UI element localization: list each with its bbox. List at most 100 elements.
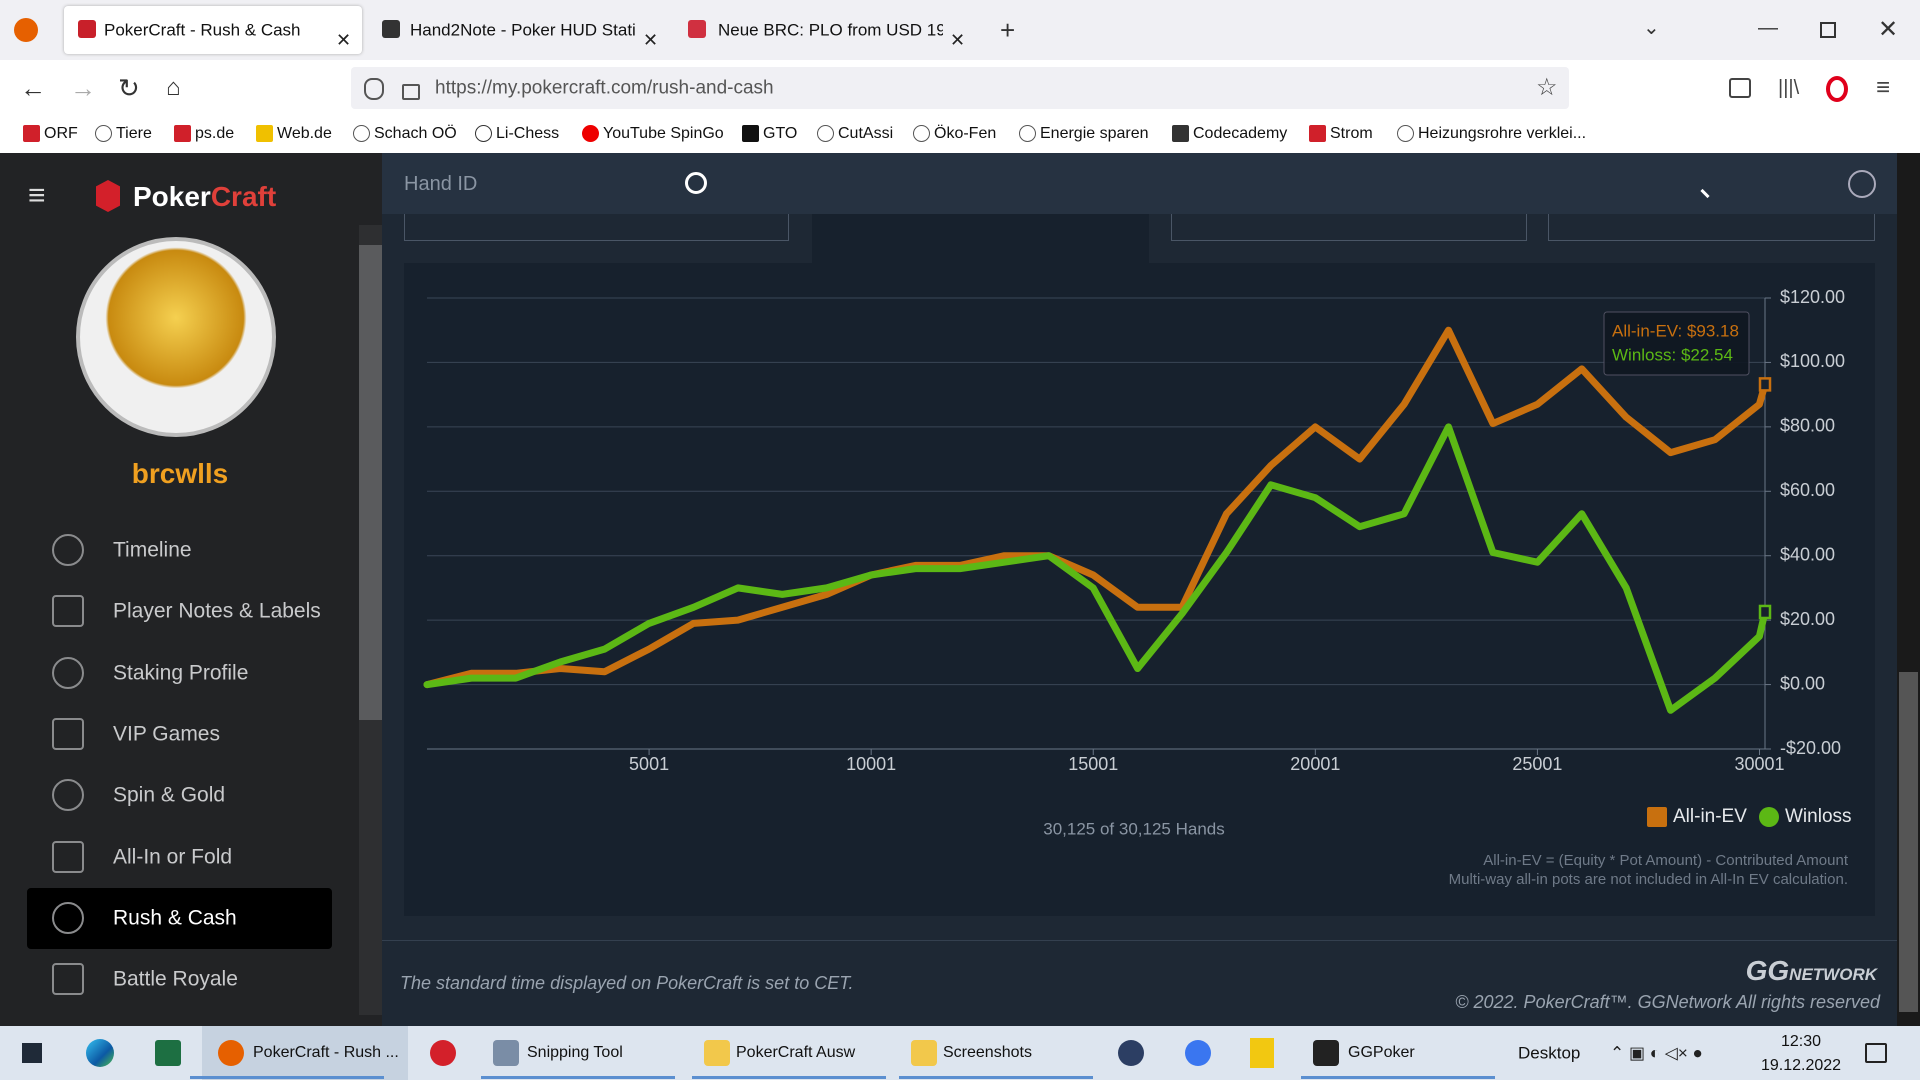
bookmark-icon[interactable] <box>353 125 370 142</box>
search-icon[interactable] <box>685 172 707 194</box>
pocket-icon[interactable] <box>1729 78 1751 98</box>
start-button[interactable] <box>22 1043 42 1063</box>
tab-title[interactable]: Hand2Note - Poker HUD Statisti <box>410 21 635 39</box>
menu-item[interactable]: Battle Royale <box>113 967 238 991</box>
task-icon[interactable] <box>704 1040 730 1066</box>
bookmark-icon[interactable] <box>475 125 492 142</box>
tab-icon[interactable] <box>78 20 96 38</box>
bookmark-icon[interactable] <box>1397 125 1414 142</box>
menu-button[interactable]: ≡ <box>1876 74 1891 101</box>
bookmark-icon[interactable] <box>913 125 930 142</box>
bookmark[interactable]: Schach OÖ <box>374 125 457 142</box>
menu-item[interactable]: Staking Profile <box>113 661 249 685</box>
bookmark[interactable]: Tiere <box>116 125 152 142</box>
tab-title[interactable]: PokerCraft - Rush & Cash <box>104 21 301 39</box>
bookmark-star[interactable]: ☆ <box>1536 74 1558 101</box>
tab-close[interactable]: ✕ <box>336 30 352 50</box>
bookmark[interactable]: ORF <box>44 125 78 142</box>
task-icon[interactable] <box>493 1040 519 1066</box>
filter-tab[interactable] <box>812 214 1149 264</box>
bookmark-icon[interactable] <box>742 125 759 142</box>
library-icon[interactable]: |||\ <box>1778 77 1800 99</box>
bookmark[interactable]: ps.de <box>195 125 235 142</box>
back-button[interactable]: ← <box>20 73 46 103</box>
task-label[interactable]: PokerCraft - Rush ... <box>253 1044 399 1061</box>
clock-time[interactable]: 12:30 <box>1780 1033 1822 1050</box>
sidebar-scroll-thumb[interactable] <box>359 245 382 720</box>
close-window-button[interactable]: ✕ <box>1878 16 1899 43</box>
bookmark-icon[interactable] <box>174 125 191 142</box>
bookmark-icon[interactable] <box>1019 125 1036 142</box>
signal-icon[interactable] <box>1185 1040 1211 1066</box>
bookmark-icon[interactable] <box>1309 125 1326 142</box>
bookmark[interactable]: Codecademy <box>1193 125 1288 142</box>
shield-icon[interactable] <box>364 78 384 100</box>
filter-box[interactable] <box>1548 214 1875 241</box>
menu-item[interactable]: Rush & Cash <box>113 906 237 930</box>
opera-icon[interactable] <box>1826 76 1848 102</box>
tray-icons[interactable]: ⌃ ▣ ◐ ◁× ● <box>1610 1043 1703 1063</box>
hamburger-menu[interactable]: ≡ <box>28 179 46 212</box>
filter-box[interactable] <box>1171 214 1527 241</box>
language-icon[interactable] <box>1848 170 1876 198</box>
task-icon[interactable] <box>1313 1040 1339 1066</box>
menu-item[interactable]: All-In or Fold <box>113 845 233 868</box>
bookmark[interactable]: Heizungsrohre verklei... <box>1418 125 1587 142</box>
bookmark[interactable]: Web.de <box>277 125 332 142</box>
lock-icon[interactable] <box>402 84 420 100</box>
hand-id-search[interactable]: Hand ID <box>404 173 478 195</box>
desktop-toolbar[interactable]: Desktop <box>1518 1043 1581 1063</box>
new-tab-button[interactable]: + <box>1000 15 1016 45</box>
menu-item[interactable]: Timeline <box>113 538 192 562</box>
tab-icon[interactable] <box>382 20 400 38</box>
menu-item[interactable]: Player Notes & Labels <box>113 599 321 623</box>
reload-button[interactable]: ↻ <box>118 73 140 103</box>
powerbi-icon[interactable] <box>1250 1038 1274 1068</box>
filter-box[interactable] <box>404 214 789 241</box>
task-label[interactable]: PokerCraft Ausw <box>736 1044 856 1061</box>
bookmark-icon[interactable] <box>817 125 834 142</box>
bookmark[interactable]: Strom <box>1330 125 1373 142</box>
tab-title[interactable]: Neue BRC: PLO from USD 199 to <box>718 21 943 39</box>
page-scroll-thumb[interactable] <box>1899 672 1918 1012</box>
menu-item[interactable]: VIP Games <box>113 722 220 746</box>
bookmark[interactable]: YouTube SpinGo <box>603 125 724 142</box>
bookmark-icon[interactable] <box>95 125 112 142</box>
tab-close[interactable]: ✕ <box>950 30 966 50</box>
task-label[interactable]: Screenshots <box>943 1044 1032 1061</box>
minimize-button[interactable]: — <box>1758 17 1778 39</box>
active-tab[interactable] <box>64 6 362 54</box>
bookmark-icon[interactable] <box>582 125 599 142</box>
tab-close[interactable]: ✕ <box>643 30 659 50</box>
task-label[interactable]: GGPoker <box>1348 1044 1415 1061</box>
bookmark-icon[interactable] <box>1172 125 1189 142</box>
restore-button[interactable] <box>1820 22 1836 38</box>
bookmark[interactable]: GTO <box>763 125 798 142</box>
url-text[interactable]: https://my.pokercraft.com/rush-and-cash <box>435 77 774 99</box>
forward-button[interactable]: → <box>70 73 96 103</box>
logo[interactable]: PokerCraft <box>133 183 276 211</box>
excel-icon[interactable] <box>155 1040 181 1066</box>
edge-icon[interactable] <box>86 1039 114 1067</box>
task-label[interactable]: Snipping Tool <box>527 1044 623 1061</box>
logo-icon[interactable] <box>96 180 120 212</box>
url-box[interactable] <box>351 67 1569 109</box>
bookmark[interactable]: Energie sparen <box>1040 125 1149 142</box>
pokerstars-icon[interactable] <box>430 1040 456 1066</box>
clock-date[interactable]: 19.12.2022 <box>1760 1057 1842 1074</box>
home-button[interactable]: ⌂ <box>166 74 181 101</box>
username[interactable]: brcwlls <box>131 458 229 489</box>
notification-button[interactable] <box>1865 1043 1887 1063</box>
avatar[interactable] <box>76 237 276 437</box>
bookmark-icon[interactable] <box>23 125 40 142</box>
task-icon[interactable] <box>911 1040 937 1066</box>
menu-item[interactable]: Spin & Gold <box>113 783 226 807</box>
tab-list-button[interactable]: ⌄ <box>1643 17 1660 39</box>
bookmark[interactable]: Öko-Fen <box>934 125 997 142</box>
vpn-icon[interactable] <box>1118 1040 1144 1066</box>
bookmark[interactable]: CutAssi <box>838 125 894 142</box>
bookmark-icon[interactable] <box>256 125 273 142</box>
firefox-icon[interactable] <box>14 18 38 42</box>
bookmark[interactable]: Li-Chess <box>496 125 560 142</box>
tab-icon[interactable] <box>688 20 706 38</box>
